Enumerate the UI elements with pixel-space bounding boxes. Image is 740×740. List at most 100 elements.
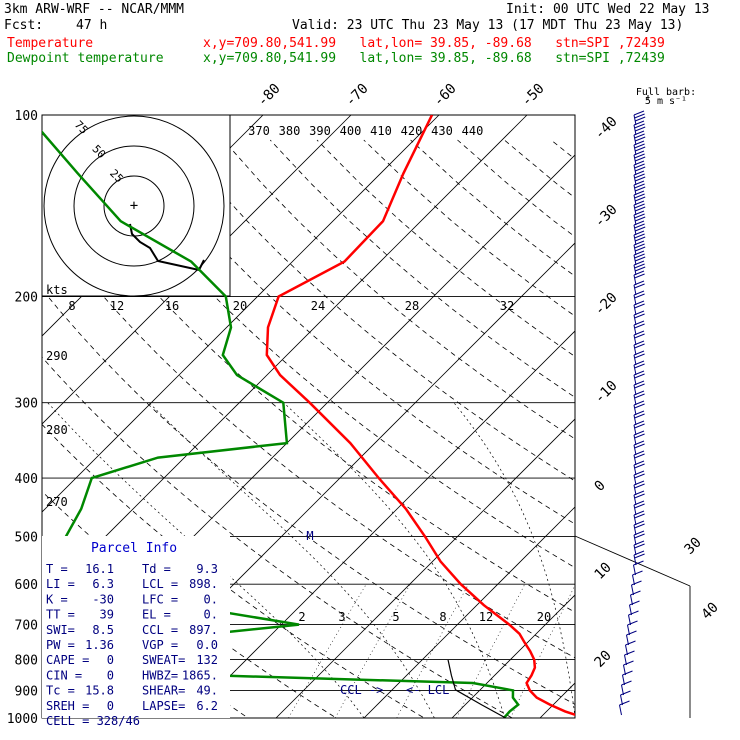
dewpoint-legend: Dewpoint temperature — [7, 51, 164, 66]
wind-barb-flag — [633, 130, 645, 136]
wind-barb-flag — [633, 110, 645, 116]
sheet-edge — [574, 535, 691, 587]
wind-barb-flag — [634, 363, 645, 369]
wind-barb-flag — [633, 540, 645, 546]
wind-barb-staff — [625, 644, 628, 656]
wind-barb-flag — [633, 390, 645, 396]
hodograph-axis-label: 28 — [405, 299, 419, 313]
dewpoint-location: x,y=709.80,541.99 lat,lon= 39.85, -89.68… — [203, 51, 665, 66]
wind-barb-staff — [633, 174, 637, 186]
wind-barb-flag — [634, 483, 645, 489]
wind-barb-flag — [634, 333, 645, 339]
theta-label: 420 — [401, 124, 423, 138]
parcel-info-label: T = — [46, 562, 68, 576]
theta-e-label: 280 — [46, 423, 68, 437]
wind-barb-staff — [633, 414, 637, 426]
wind-barb-flag — [634, 403, 645, 409]
parcel-info-value: 0 — [107, 668, 114, 682]
wind-barb-staff — [633, 264, 637, 276]
parcel-info-label: K = — [46, 592, 68, 606]
wind-barb-flag — [634, 553, 645, 559]
parcel-info-label: SHEAR= — [142, 684, 185, 698]
parcel-info-box — [42, 536, 230, 718]
wind-barb-flag — [634, 373, 645, 379]
hodograph-ring — [43, 115, 225, 297]
wind-barb-flag — [622, 670, 633, 676]
barb-legend-title: Full barb: — [636, 87, 696, 98]
wind-barb-flag — [634, 313, 645, 319]
wind-barb-staff — [621, 684, 624, 696]
wind-barb-staff — [633, 464, 637, 476]
wind-barb-flag — [633, 120, 645, 126]
wind-barb-staff — [633, 284, 637, 296]
wind-barb-flag — [633, 520, 645, 526]
dry-adiabat — [645, 140, 740, 731]
wind-barb-flag — [633, 180, 645, 186]
wind-barb-flag — [620, 690, 631, 696]
parcel-info-label: HWBZ= — [142, 668, 178, 682]
moist-adiabat — [47, 402, 365, 718]
wind-barb-flag — [633, 500, 645, 506]
valid-time: Valid: 23 UTC Thu 23 May 13 (17 MDT Thu … — [292, 18, 684, 33]
pressure-label: 200 — [15, 291, 38, 306]
wind-barb-flag — [634, 163, 645, 169]
pressure-label: 400 — [15, 472, 38, 487]
pressure-label: 600 — [15, 578, 38, 593]
dry-adiabat — [129, 139, 575, 525]
parcel-info-label: SWEAT= — [142, 653, 185, 667]
lcl-marker: <- LCL — [406, 683, 449, 697]
wind-barb-staff — [633, 534, 637, 546]
wind-barb-flag — [634, 493, 645, 499]
wind-barb-staff — [633, 494, 637, 506]
isotherm — [275, 418, 575, 718]
pressure-label: 900 — [15, 684, 38, 699]
wind-barb-staff — [622, 674, 625, 686]
wind-barb-flag — [633, 370, 645, 376]
wind-barb-flag — [634, 193, 645, 199]
plot-frame — [41, 114, 576, 719]
wind-barb-staff — [633, 514, 637, 526]
wind-barb-staff — [626, 634, 629, 646]
parcel-info-label: LCL = — [142, 577, 178, 591]
wind-barb-flag — [634, 303, 645, 309]
isotherm — [363, 506, 575, 718]
dry-adiabat — [550, 139, 575, 160]
hodograph-ring — [73, 145, 195, 267]
wind-barb-flag — [633, 480, 645, 486]
wind-barb-flag — [634, 273, 645, 279]
wind-barb-staff — [633, 434, 637, 446]
parcel-info-label: Td = — [142, 562, 171, 576]
wind-barb-staff — [628, 614, 631, 626]
wind-barb-flag — [634, 513, 645, 519]
wind-barb-flag — [626, 630, 637, 636]
pressure-label: 800 — [15, 654, 38, 669]
parcel-info-value: 0. — [204, 608, 218, 622]
parcel-info-value: 49. — [196, 684, 218, 698]
wind-barb-staff — [633, 294, 637, 306]
wind-barb-flag — [634, 123, 645, 129]
wind-barb-flag — [635, 126, 646, 132]
parcel-info-value: 6.3 — [92, 577, 114, 591]
wind-barb-flag — [635, 196, 646, 202]
parcel-info-label: VGP = — [142, 638, 178, 652]
wind-barb-flag — [634, 433, 645, 439]
wind-barb-staff — [633, 374, 637, 386]
wind-barb-staff — [633, 334, 637, 346]
temperature-profile — [265, 115, 575, 717]
wind-barb-staff — [633, 564, 636, 576]
wind-barb-staff — [633, 124, 637, 136]
wind-barb-flag — [619, 700, 630, 706]
wind-barb-flag — [634, 343, 645, 349]
wind-barb-staff — [633, 194, 637, 206]
wind-barb-staff — [633, 304, 637, 316]
wind-barb-staff — [633, 254, 637, 266]
hodograph-axis-label: 20 — [233, 299, 247, 313]
theta-label: 430 — [431, 124, 453, 138]
wind-barb-flag — [633, 230, 645, 236]
wind-barb-flag — [634, 283, 645, 289]
wind-barb-flag — [633, 560, 644, 566]
forecast-hour: 47 h — [76, 18, 108, 33]
wind-barb-flag — [633, 350, 645, 356]
wind-barb-flag — [625, 640, 636, 646]
isotherm-label: -70 — [343, 81, 372, 110]
